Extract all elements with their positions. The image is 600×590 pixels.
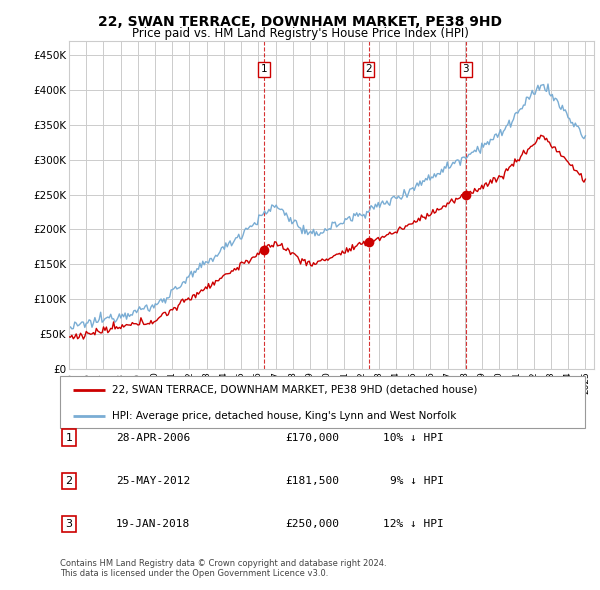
Text: 25-MAY-2012: 25-MAY-2012 [116,476,190,486]
Text: 2: 2 [365,64,372,74]
Text: 22, SWAN TERRACE, DOWNHAM MARKET, PE38 9HD: 22, SWAN TERRACE, DOWNHAM MARKET, PE38 9… [98,15,502,29]
Text: 2: 2 [65,476,73,486]
FancyBboxPatch shape [60,376,585,428]
Text: 3: 3 [65,519,73,529]
Text: 10% ↓ HPI: 10% ↓ HPI [383,433,444,442]
Text: £170,000: £170,000 [285,433,339,442]
Text: 28-APR-2006: 28-APR-2006 [116,433,190,442]
Text: £250,000: £250,000 [285,519,339,529]
Text: 1: 1 [65,433,73,442]
Text: Contains HM Land Registry data © Crown copyright and database right 2024.
This d: Contains HM Land Registry data © Crown c… [60,559,386,578]
Text: 12% ↓ HPI: 12% ↓ HPI [383,519,444,529]
Text: HPI: Average price, detached house, King's Lynn and West Norfolk: HPI: Average price, detached house, King… [113,411,457,421]
Text: 9% ↓ HPI: 9% ↓ HPI [390,476,444,486]
Text: 1: 1 [260,64,267,74]
Text: 19-JAN-2018: 19-JAN-2018 [116,519,190,529]
Text: 22, SWAN TERRACE, DOWNHAM MARKET, PE38 9HD (detached house): 22, SWAN TERRACE, DOWNHAM MARKET, PE38 9… [113,385,478,395]
Text: 3: 3 [463,64,469,74]
Text: Price paid vs. HM Land Registry's House Price Index (HPI): Price paid vs. HM Land Registry's House … [131,27,469,40]
Text: £181,500: £181,500 [285,476,339,486]
